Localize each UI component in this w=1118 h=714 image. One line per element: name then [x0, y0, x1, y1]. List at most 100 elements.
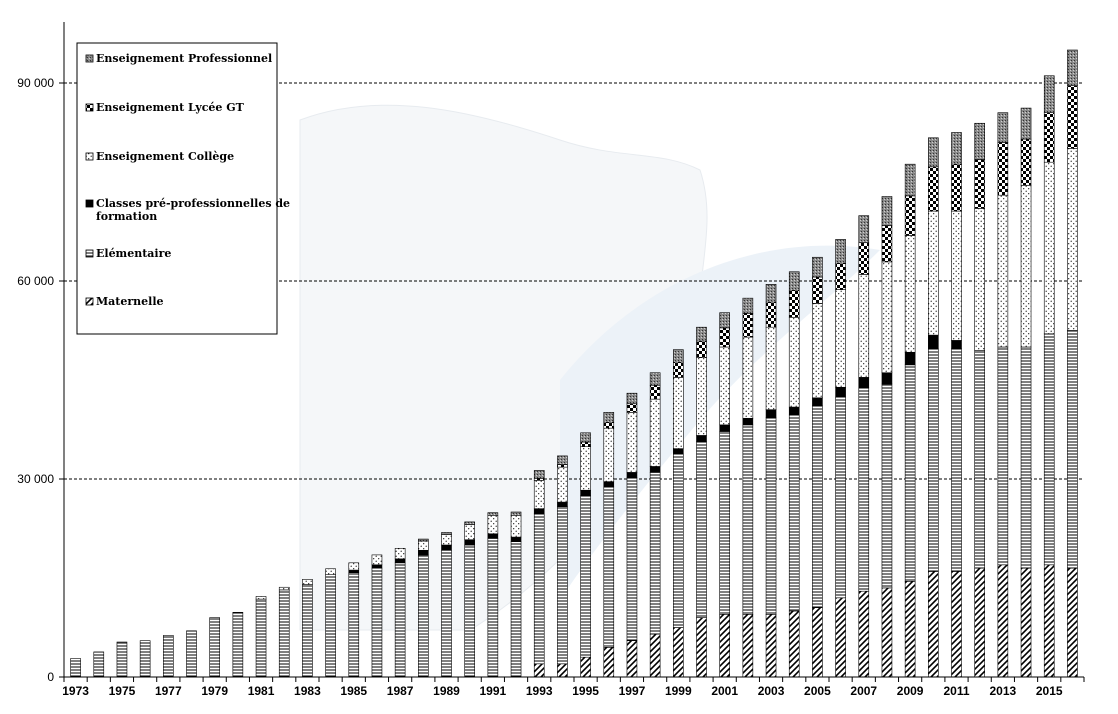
bar-stack-1974 [93, 651, 105, 678]
bar-segment [348, 572, 360, 678]
bar-segment [580, 489, 591, 496]
x-tick-label: 1987 [387, 684, 414, 698]
bar-segment [603, 427, 615, 482]
bar-segment [116, 641, 128, 678]
bar-segment [464, 539, 475, 546]
y-tick-labels: 0 30 000 60 000 90 000 [17, 76, 64, 684]
x-tick-label: 1973 [62, 684, 89, 698]
bar-stacks [70, 49, 1078, 678]
bar-segment [418, 554, 429, 678]
bar-segment [881, 372, 893, 385]
bar-segment [765, 409, 777, 418]
bar-stack-2012 [974, 122, 985, 678]
bar-stack-2006 [835, 239, 846, 678]
bar-segment [510, 514, 522, 538]
bar-segment [394, 558, 406, 564]
bar-segment [533, 480, 545, 510]
bar-segment [881, 225, 893, 263]
bar-segment [557, 455, 568, 465]
bar-segment [812, 303, 823, 399]
bar-stack-1994 [557, 455, 568, 678]
bar-segment [510, 541, 522, 678]
bar-segment [302, 584, 313, 678]
bar-segment [928, 137, 939, 168]
bar-segment [881, 383, 893, 589]
bar-segment [603, 481, 615, 488]
bar-segment [255, 598, 267, 678]
bar-segment [649, 384, 661, 400]
bar-segment [673, 377, 684, 449]
bar-segment [1020, 567, 1032, 678]
bar-segment [835, 289, 846, 388]
bar-segment [464, 524, 475, 541]
bar-segment [951, 340, 962, 349]
bar-segment [974, 567, 985, 678]
bar-segment [788, 610, 800, 678]
bar-segment [742, 313, 754, 338]
bar-segment [951, 571, 962, 678]
bar-stack-1979 [209, 617, 220, 678]
bar-stack-1999 [673, 349, 684, 678]
bar-segment [1067, 567, 1078, 678]
bar-stack-2002 [742, 297, 754, 678]
bar-segment [928, 210, 939, 336]
bar-segment [580, 495, 591, 658]
bar-segment [835, 396, 846, 599]
bar-stack-2009 [904, 163, 916, 678]
bar-segment [812, 607, 823, 678]
bar-segment [742, 336, 754, 419]
legend-item: Maternelle [85, 295, 164, 308]
x-tick-label: 1997 [619, 684, 646, 698]
bar-segment [673, 349, 684, 363]
bar-segment [626, 403, 638, 413]
bar-segment [812, 276, 823, 304]
bar-segment [487, 538, 499, 678]
bar-segment [394, 562, 406, 678]
bar-segment [812, 397, 823, 407]
bar-stack-2016 [1067, 49, 1078, 678]
bar-segment [441, 534, 452, 546]
bar-segment [533, 470, 545, 479]
bar-segment [742, 297, 754, 314]
bar-segment [858, 274, 870, 378]
bar-stack-1978 [186, 630, 197, 678]
bar-segment [696, 441, 707, 618]
bar-segment [278, 589, 290, 678]
bar-segment [1020, 138, 1032, 186]
bar-segment [881, 261, 893, 374]
bar-segment [951, 163, 962, 212]
y-tick-label: 90 000 [17, 76, 54, 90]
x-tick-label: 1983 [294, 684, 321, 698]
bar-segment [603, 421, 615, 429]
bar-segment [928, 166, 939, 212]
legend-label: Elémentaire [96, 247, 171, 260]
bar-stack-1981 [255, 596, 267, 678]
bar-segment [696, 340, 707, 358]
legend-label: Classes pré-professionnelles de [96, 197, 290, 210]
x-tick-label: 1989 [433, 684, 460, 698]
legend-item: Elémentaire [85, 247, 171, 260]
legend-swatch [85, 249, 94, 258]
bar-segment [812, 256, 823, 278]
bar-segment [557, 663, 568, 678]
bar-segment [418, 549, 429, 556]
bar-stack-1986 [371, 554, 383, 678]
bar-stack-1982 [278, 586, 290, 678]
bar-segment [742, 417, 754, 426]
bar-segment [1067, 49, 1078, 86]
bar-segment [881, 196, 893, 226]
bar-segment [765, 301, 777, 328]
bar-segment [557, 506, 568, 665]
x-tick-label: 2013 [990, 684, 1017, 698]
x-tick-label: 1985 [340, 684, 367, 698]
bar-segment [603, 646, 615, 678]
bar-stack-2003 [765, 283, 777, 678]
bar-segment [835, 262, 846, 290]
bar-segment [788, 414, 800, 612]
bar-stack-2015 [1043, 75, 1055, 678]
bar-segment [997, 194, 1009, 348]
bar-segment [974, 208, 985, 351]
bar-segment [255, 596, 267, 600]
bar-segment [626, 640, 638, 678]
bar-segment [649, 398, 661, 467]
